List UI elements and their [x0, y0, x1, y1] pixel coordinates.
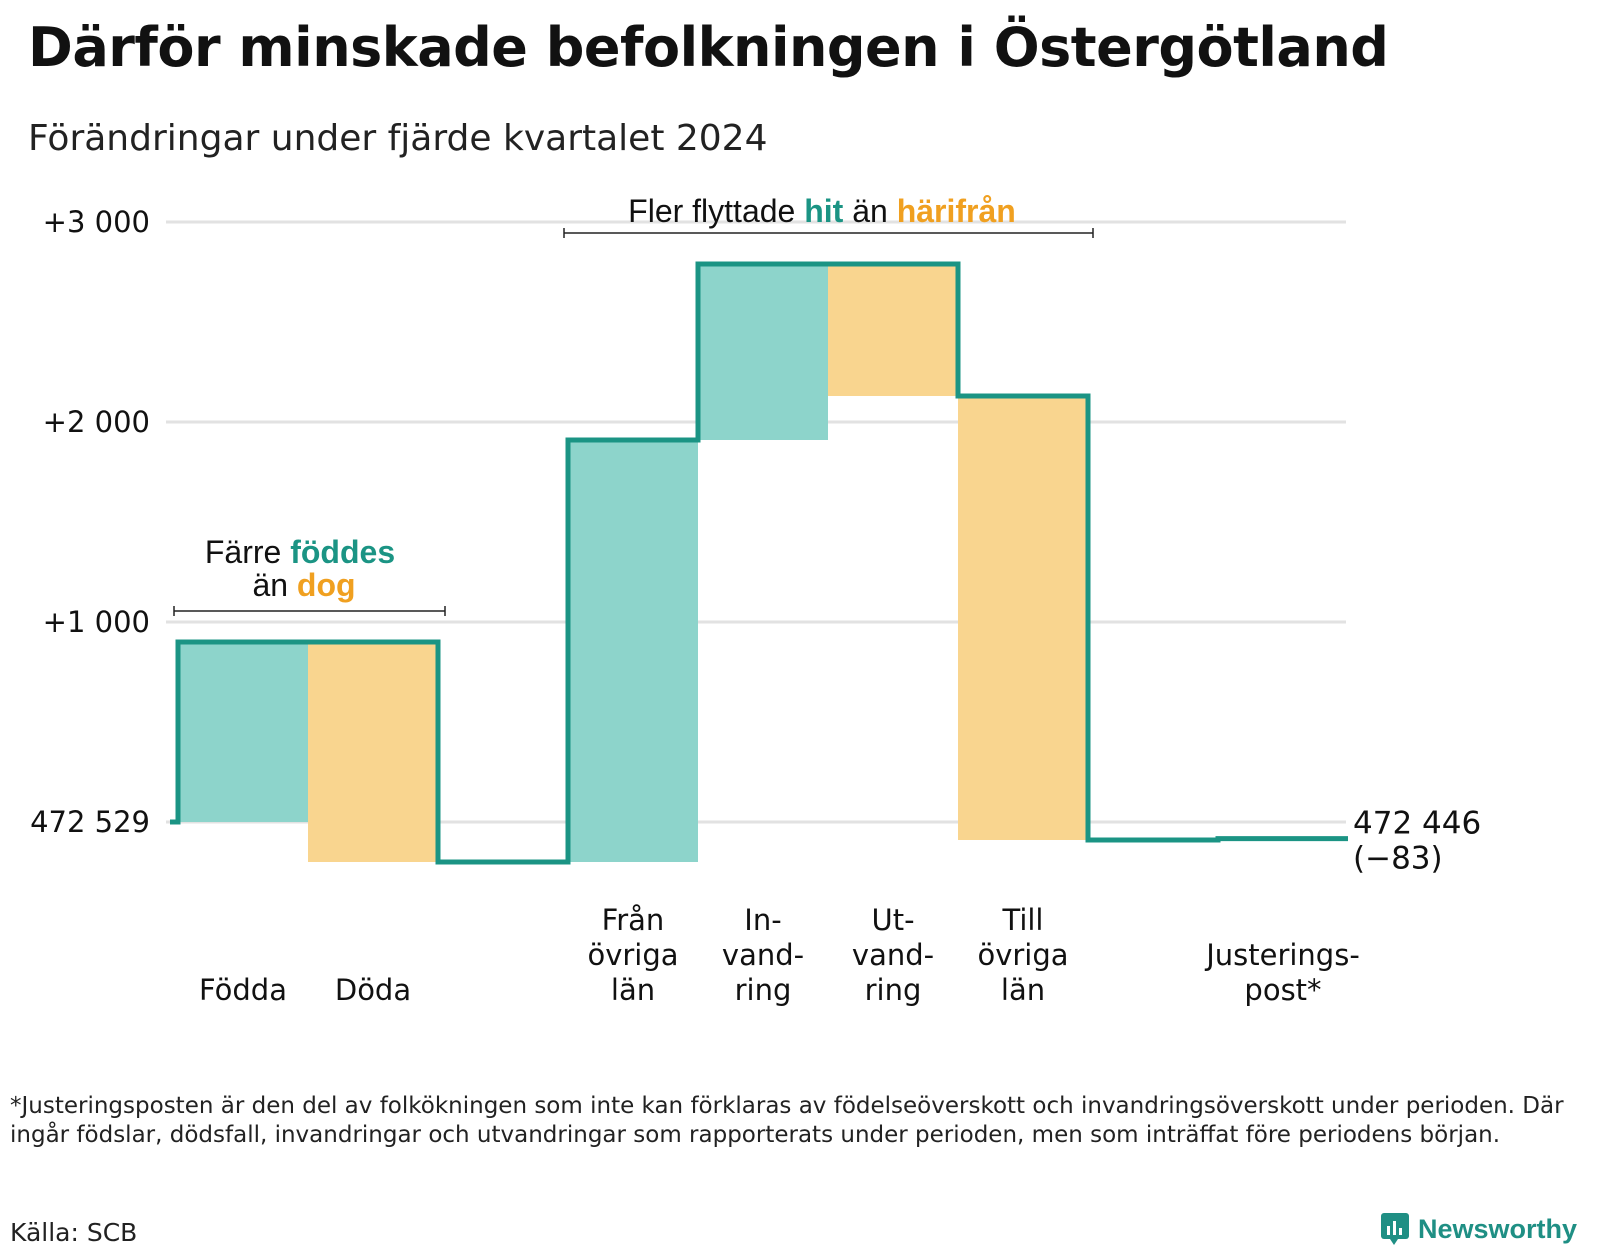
brand-name: Newsworthy	[1418, 1213, 1578, 1244]
y-tick-label: +3 000	[43, 205, 150, 239]
category-label: Döda	[335, 973, 411, 1007]
annotation-migration: Fler flyttade hit än härifrån	[628, 193, 1016, 229]
newsworthy-logo-icon	[1381, 1213, 1409, 1245]
end-change-label: (−83)	[1353, 841, 1443, 877]
category-label: post*	[1244, 973, 1321, 1007]
category-label: vand-	[722, 938, 804, 972]
bar	[178, 642, 308, 822]
annotation-text-part: härifrån	[897, 193, 1016, 229]
annotation-text-part: föddes	[290, 534, 395, 570]
category-label: vand-	[852, 938, 934, 972]
bar	[958, 396, 1088, 840]
source-label: Källa: SCB	[10, 1218, 138, 1247]
category-label: län	[611, 973, 655, 1007]
category-label: Till	[1002, 903, 1044, 937]
category-label: Ut-	[871, 903, 914, 937]
category-label: Födda	[199, 973, 287, 1007]
bar	[568, 440, 698, 862]
annotation-text-part: än	[252, 567, 296, 603]
annotation-text-part: Färre	[205, 534, 290, 570]
y-tick-label: +2 000	[43, 405, 150, 439]
bar	[698, 264, 828, 440]
chart-title: Därför minskade befolkningen i Östergötl…	[28, 16, 1389, 79]
category-label: övriga	[587, 938, 678, 972]
category-label: ring	[735, 973, 792, 1007]
annotation-text-part: än	[843, 193, 896, 229]
annotation-text-part: hit	[804, 193, 843, 229]
cumulative-step-line	[170, 261, 1348, 865]
y-start-label: 472 529	[30, 805, 150, 839]
brand-logo: Newsworthy	[1380, 1212, 1577, 1246]
annotation-text-part: dog	[297, 567, 356, 603]
y-tick-label: +1 000	[43, 605, 150, 639]
annotation-text-part: Fler flyttade	[628, 193, 804, 229]
bar	[828, 264, 958, 396]
bar	[308, 642, 438, 862]
category-label: In-	[744, 903, 781, 937]
footnote: *Justeringsposten är den del av folkökni…	[10, 1093, 1564, 1148]
chart-subtitle: Förändringar under fjärde kvartalet 2024	[28, 118, 768, 159]
category-label: ring	[865, 973, 922, 1007]
category-label: Från	[602, 903, 665, 937]
category-label: Justerings-	[1204, 938, 1360, 972]
annotation-births-deaths: än dog	[252, 567, 355, 603]
annotation-births-deaths: Färre föddes	[205, 534, 395, 570]
end-value-label: 472 446	[1353, 806, 1481, 842]
category-label: övriga	[977, 938, 1068, 972]
category-label: län	[1001, 973, 1045, 1007]
